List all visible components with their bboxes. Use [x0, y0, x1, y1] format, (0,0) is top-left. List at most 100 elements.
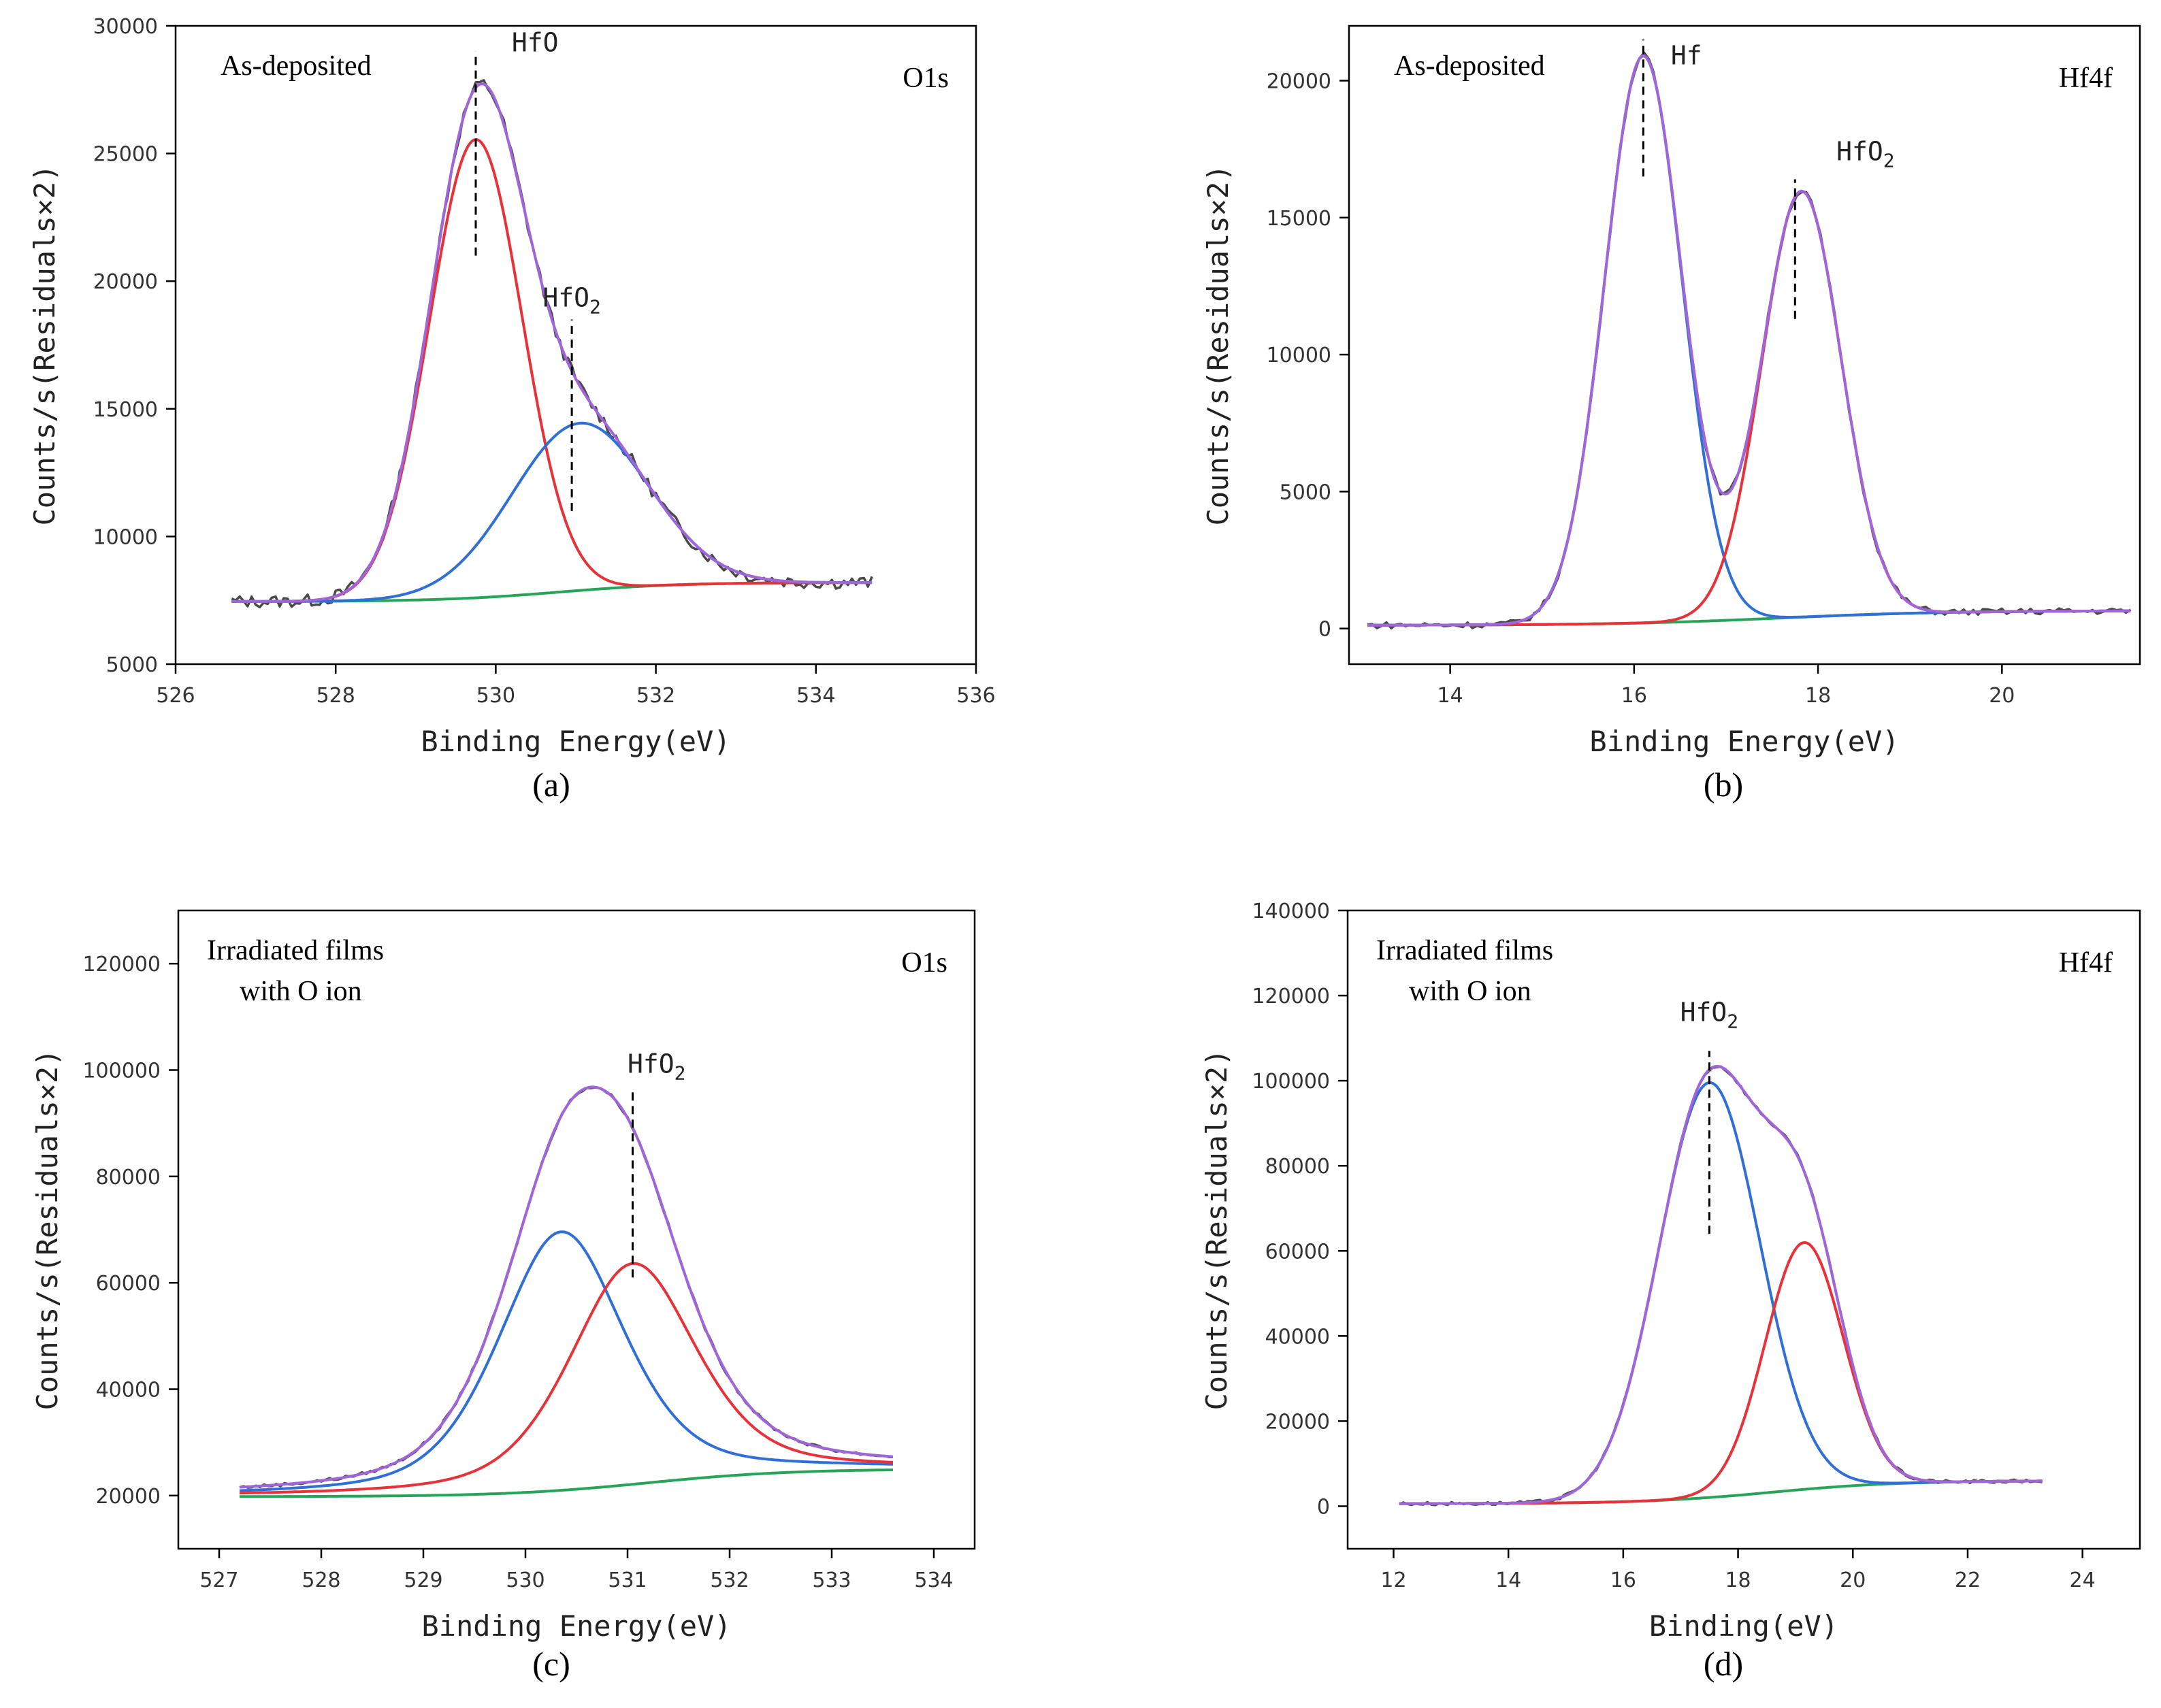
x-tick-label: 527 [199, 1569, 238, 1592]
plot-frame [177, 909, 976, 1550]
region-note: Hf4f [2059, 947, 2113, 979]
y-tick-label: 40000 [1265, 1325, 1330, 1349]
region-note: O1s [901, 947, 947, 979]
x-axis-label: Binding Energy(eV) [1589, 725, 1899, 758]
x-tick-label: 14 [1495, 1569, 1521, 1592]
y-tick-label: 5000 [1280, 480, 1331, 504]
x-tick-label: 530 [506, 1569, 545, 1592]
sample-note-line2: with O ion [1409, 976, 1531, 1007]
background-line [1399, 1479, 2043, 1505]
x-tick-label: 16 [1610, 1569, 1636, 1592]
y-tick-label: 20000 [1265, 1410, 1330, 1434]
panel-label: (b) [1704, 766, 1743, 804]
x-tick-label: 12 [1380, 1569, 1406, 1592]
plot-frame [1348, 24, 2141, 666]
panel-label: (c) [532, 1645, 570, 1683]
y-tick-label: 60000 [96, 1272, 161, 1296]
peak-label: HfO [512, 28, 559, 58]
sample-note: As-deposited [1394, 50, 1545, 82]
x-tick-label: 526 [156, 684, 195, 708]
x-tick-label: 14 [1437, 684, 1463, 708]
raw-spectrum-line [1367, 51, 2132, 629]
y-tick-label: 20000 [93, 270, 158, 294]
y-tick-label: 80000 [1265, 1155, 1330, 1179]
sample-note-line2: with O ion [240, 976, 362, 1007]
y-tick-label: 0 [1318, 618, 1331, 642]
x-tick-label: 532 [636, 684, 675, 708]
fit-envelope-line [231, 82, 873, 603]
x-tick-label: 20 [1989, 684, 2015, 708]
x-tick-label: 533 [812, 1569, 851, 1592]
y-tick-label: 15000 [1267, 207, 1331, 231]
plot-frame [1346, 909, 2141, 1550]
x-tick-label: 531 [608, 1569, 647, 1592]
y-tick-label: 10000 [93, 525, 158, 549]
x-tick-label: 18 [1805, 684, 1831, 708]
x-tick-label: 530 [476, 684, 515, 708]
y-tick-label: 120000 [1252, 985, 1330, 1008]
peak-component-blue [239, 1230, 893, 1492]
peak-label: Hf [1671, 40, 1702, 70]
x-tick-label: 24 [2070, 1569, 2096, 1592]
y-axis-label: Counts/s(Residuals×2) [1200, 1049, 1233, 1410]
x-tick-label: 534 [796, 684, 835, 708]
panel-label: (a) [532, 766, 570, 804]
fit-envelope-line [239, 1085, 894, 1489]
peak-label: HfO2 [1836, 136, 1895, 171]
y-axis-label: Counts/s(Residuals×2) [28, 164, 61, 525]
raw-spectrum-line [231, 79, 873, 609]
peak-label: HfO2 [1680, 998, 1739, 1033]
x-axis-label: Binding Energy(eV) [421, 1609, 731, 1643]
peak-component-blue [1367, 54, 2131, 627]
x-tick-label: 536 [956, 684, 995, 708]
chart-panel-d: 12 14 16 18 20 22 24 0 20000 40000 60000 80000 10000… [1200, 900, 2141, 1683]
peak-component-red [231, 138, 873, 603]
y-tick-label: 100000 [1252, 1070, 1330, 1094]
region-note: O1s [903, 63, 949, 94]
x-tick-label: 528 [316, 684, 355, 708]
y-tick-label: 10000 [1267, 344, 1331, 367]
sample-note: As-deposited [221, 50, 372, 82]
peak-component-red [239, 1262, 894, 1495]
y-tick-label: 25000 [93, 143, 158, 167]
y-tick-label: 100000 [82, 1060, 161, 1083]
y-tick-label: 20000 [96, 1485, 161, 1509]
x-tick-label: 532 [710, 1569, 749, 1592]
background-line [1367, 609, 2131, 627]
y-tick-label: 0 [1317, 1495, 1330, 1519]
x-tick-label: 528 [302, 1569, 340, 1592]
y-tick-label: 80000 [96, 1166, 161, 1189]
y-tick-label: 5000 [106, 653, 158, 677]
x-axis-label: Binding(eV) [1649, 1609, 1838, 1643]
x-tick-label: 22 [1955, 1569, 1981, 1592]
y-axis-label: Counts/s(Residuals×2) [1201, 164, 1235, 525]
y-tick-label: 30000 [93, 15, 158, 39]
y-tick-label: 20000 [1267, 70, 1331, 94]
fit-envelope-line [1367, 54, 2131, 627]
y-tick-label: 15000 [93, 398, 158, 422]
raw-spectrum-line [1399, 1065, 2043, 1507]
background-line [240, 1468, 894, 1498]
y-tick-label: 120000 [82, 953, 161, 976]
fit-envelope-line [1399, 1064, 2043, 1505]
peak-component-red [1367, 189, 2131, 627]
x-tick-label: 16 [1621, 684, 1647, 708]
region-note: Hf4f [2059, 63, 2113, 94]
peak-component-red [1399, 1241, 2043, 1505]
x-tick-label: 529 [404, 1569, 442, 1592]
y-tick-label: 40000 [96, 1379, 161, 1402]
x-axis-label: Binding Energy(eV) [421, 725, 730, 758]
chart-panel-b: 14 16 18 20 0 5000 10000 15000 20000 Binding Ener… [1201, 24, 2141, 804]
y-tick-label: 60000 [1265, 1240, 1330, 1264]
peak-component-blue [231, 421, 873, 603]
x-tick-label: 534 [914, 1569, 953, 1592]
chart-panel-c: 527 528 529 530 531 532 533 534 20000 40000 60000 8… [31, 909, 976, 1683]
y-tick-label: 140000 [1252, 900, 1330, 923]
panel-label: (d) [1704, 1645, 1743, 1683]
sample-note: Irradiated films [207, 935, 384, 966]
x-tick-label: 20 [1840, 1569, 1866, 1592]
x-tick-label: 18 [1725, 1569, 1751, 1592]
raw-spectrum-line [239, 1086, 894, 1489]
y-axis-label: Counts/s(Residuals×2) [31, 1049, 64, 1410]
